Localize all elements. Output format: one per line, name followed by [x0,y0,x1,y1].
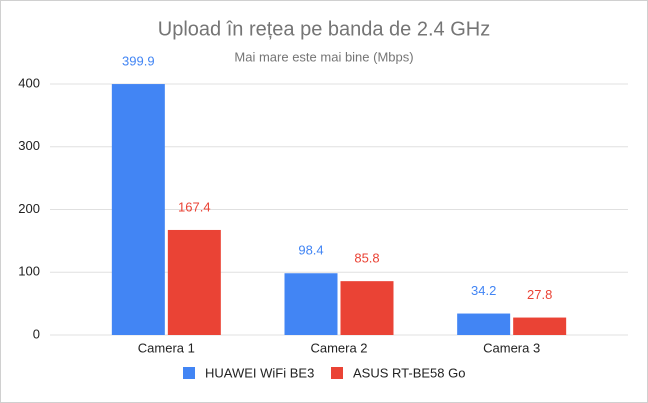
value-label: 85.8 [354,251,379,266]
value-label: 167.4 [178,199,211,214]
chart-title: Upload în rețea pe banda de 2.4 GHz [158,18,490,40]
x-tick-label: Camera 2 [310,340,367,355]
value-label: 34.2 [471,283,496,298]
legend-swatch [331,367,343,379]
y-tick-label: 200 [18,201,40,216]
bar [340,281,394,335]
bar [457,313,511,335]
y-tick-label: 400 [18,75,40,90]
bar [284,273,338,335]
bar [513,317,567,335]
bar [111,84,165,336]
legend-label: HUAWEI WiFi BE3 [205,365,314,380]
legend-swatch [183,367,195,379]
value-label: 98.4 [298,243,323,258]
y-tick-label: 300 [18,138,40,153]
chart-subtitle: Mai mare este mai bine (Mbps) [234,49,413,64]
value-label: 27.8 [527,287,552,302]
y-tick-label: 0 [33,326,40,341]
x-tick-label: Camera 1 [138,340,195,355]
legend-label: ASUS RT-BE58 Go [353,365,465,380]
x-tick-label: Camera 3 [483,340,540,355]
value-label: 399.9 [122,54,155,69]
bar [167,229,221,335]
y-tick-label: 100 [18,264,40,279]
